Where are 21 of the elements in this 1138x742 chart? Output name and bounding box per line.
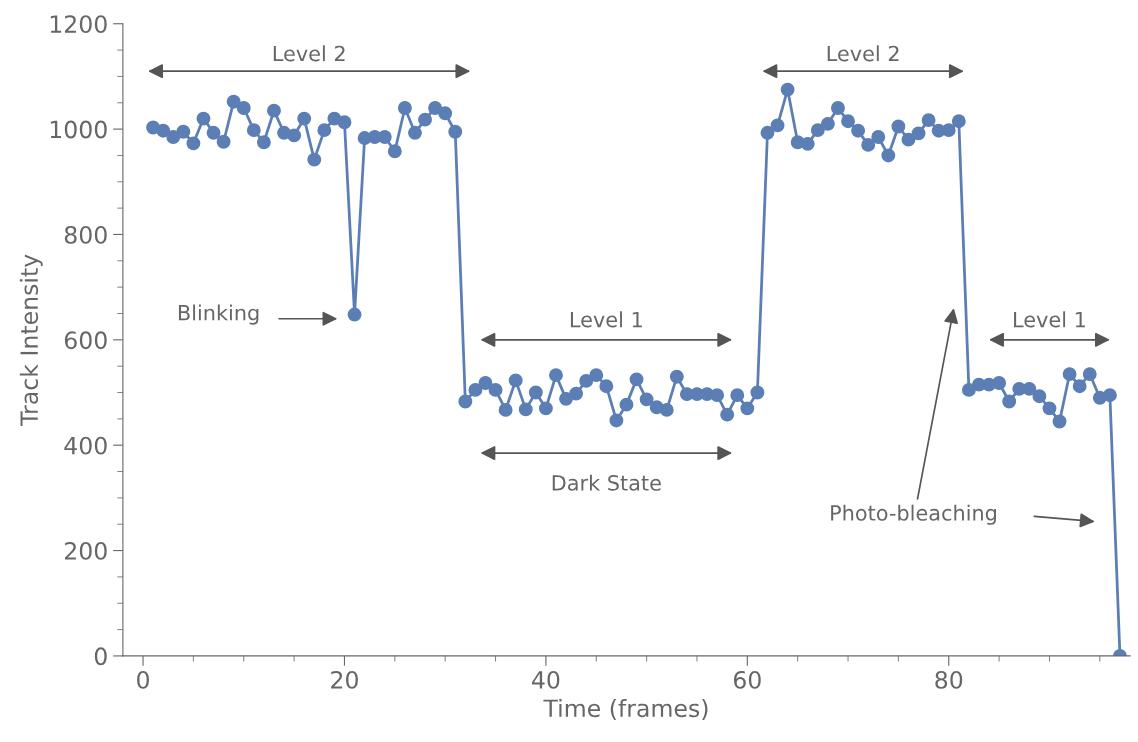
annotation: Level 2: [827, 45, 899, 62]
annotation: Level 1: [570, 311, 642, 328]
y-tick-label: 200: [64, 542, 107, 560]
x-tick-label: 20: [331, 670, 358, 689]
y-axis-title: Track Intensity: [19, 254, 43, 426]
annotation: Level 2: [273, 45, 345, 62]
x-axis-title: Time (frames): [543, 698, 708, 720]
x-tick-label: 80: [935, 670, 963, 689]
y-tick-label: 600: [64, 331, 107, 350]
annotation: Level 1: [1014, 311, 1085, 328]
y-tick-label: 1200: [50, 15, 107, 34]
y-tick-label: 0: [94, 647, 107, 666]
y-tick-label: 1000: [50, 120, 107, 139]
y-tick-label: 800: [64, 225, 107, 244]
x-tick-label: 60: [733, 670, 761, 689]
y-tick-label: 400: [64, 436, 107, 455]
annotation: Blinking: [178, 304, 259, 325]
annotation: Dark State: [552, 474, 661, 491]
x-tick-label: 40: [532, 670, 560, 689]
annotation: Photo-bleaching: [831, 504, 997, 525]
x-tick-label: 0: [137, 670, 149, 689]
